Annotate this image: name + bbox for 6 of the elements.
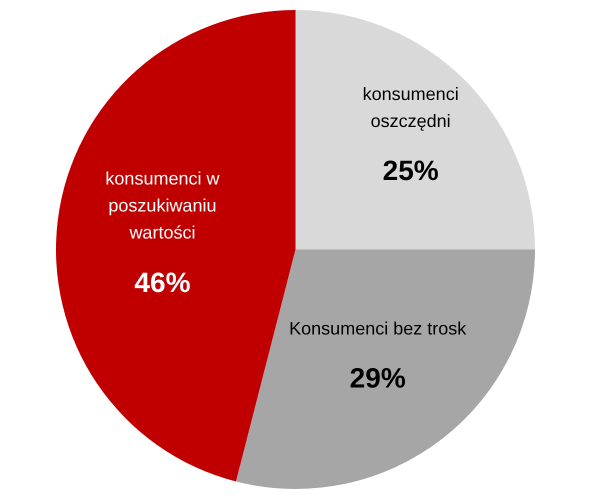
slice-label: konsumenci w poszukiwaniu wartości bbox=[105, 168, 220, 243]
data-label: 29% bbox=[350, 362, 406, 394]
slice-label: konsumenci oszczędni bbox=[362, 84, 459, 131]
data-label: 25% bbox=[382, 155, 439, 186]
data-label: 46% bbox=[134, 266, 191, 298]
slice-label: Konsumenci bez trosk bbox=[289, 318, 468, 338]
